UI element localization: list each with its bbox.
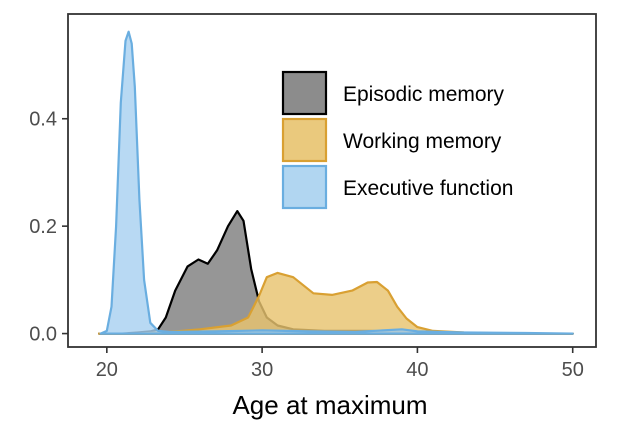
x-tick-label: 50 <box>562 359 584 381</box>
axis-layer: 20 30 40 50 0.0 0.2 0.4 Age at maximum <box>29 109 584 420</box>
legend-key-episodic-memory <box>281 70 328 116</box>
series-layer <box>98 30 574 335</box>
legend-label-working-memory: Working memory <box>343 130 502 153</box>
density-area-executive-function <box>99 30 574 335</box>
x-tick-label: 20 <box>96 359 118 381</box>
legend-label-executive-function: Executive function <box>343 177 513 200</box>
x-tick-label: 40 <box>406 359 428 381</box>
y-tick-label: 0.2 <box>29 216 57 238</box>
legend-key-working-memory <box>281 117 328 163</box>
legend-label-episodic-memory: Episodic memory <box>343 83 505 106</box>
y-tick-label: 0.0 <box>29 324 57 346</box>
y-tick-label: 0.4 <box>29 109 57 131</box>
legend: Episodic memory Working memory Executive f… <box>281 70 513 210</box>
x-axis-title: Age at maximum <box>232 390 427 420</box>
panel-border <box>67 13 597 348</box>
x-tick-label: 30 <box>251 359 273 381</box>
legend-key-executive-function <box>281 164 328 210</box>
